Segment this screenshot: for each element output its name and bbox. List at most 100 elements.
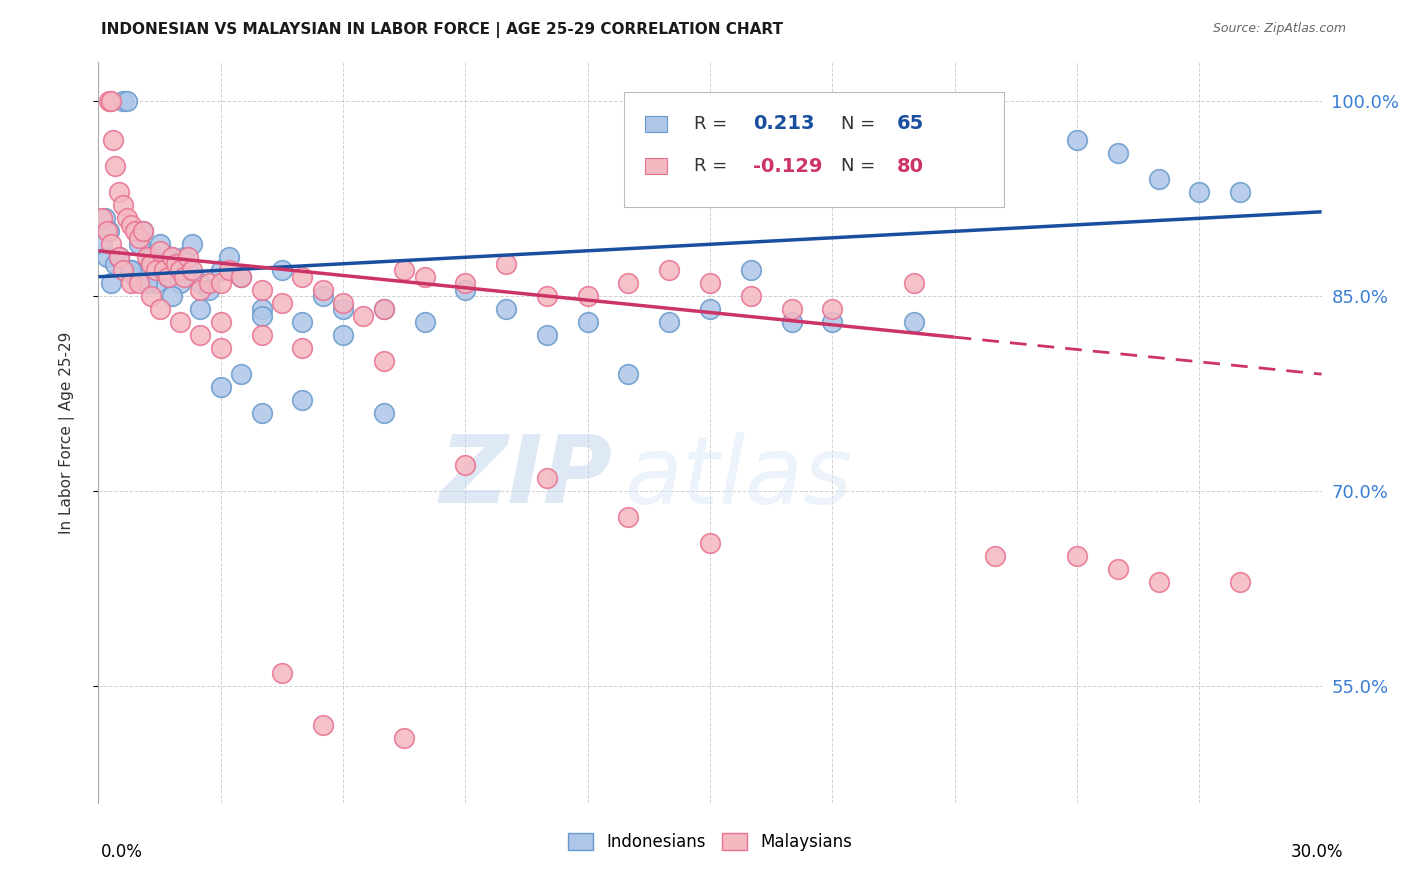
Point bbox=[181, 237, 204, 252]
Point bbox=[270, 263, 294, 277]
Point bbox=[149, 244, 172, 258]
Point bbox=[152, 263, 174, 277]
Point bbox=[218, 250, 240, 264]
Point bbox=[291, 393, 314, 408]
Text: 0.213: 0.213 bbox=[752, 114, 814, 134]
Point bbox=[100, 95, 122, 109]
Point bbox=[104, 257, 127, 271]
Point bbox=[128, 231, 150, 245]
Point bbox=[454, 458, 477, 472]
Point bbox=[188, 328, 212, 343]
Point bbox=[780, 302, 803, 317]
Point bbox=[576, 289, 599, 303]
Point bbox=[1147, 574, 1170, 589]
Point bbox=[536, 289, 558, 303]
Point bbox=[188, 277, 212, 291]
Point bbox=[145, 277, 167, 291]
Point bbox=[495, 257, 517, 271]
Point bbox=[209, 277, 232, 291]
FancyBboxPatch shape bbox=[624, 92, 1004, 207]
Point bbox=[149, 302, 172, 317]
Point bbox=[209, 263, 232, 277]
Text: N =: N = bbox=[841, 157, 882, 175]
Point bbox=[209, 341, 232, 355]
Text: 0.0%: 0.0% bbox=[101, 843, 143, 861]
Point bbox=[111, 263, 134, 277]
Text: 80: 80 bbox=[897, 157, 924, 176]
Point bbox=[495, 302, 517, 317]
Point bbox=[454, 277, 477, 291]
Text: N =: N = bbox=[841, 115, 882, 133]
Point bbox=[312, 289, 335, 303]
Text: 30.0%: 30.0% bbox=[1291, 843, 1343, 861]
Point bbox=[740, 263, 762, 277]
Point bbox=[312, 283, 335, 297]
Point bbox=[373, 354, 395, 368]
Point bbox=[740, 289, 762, 303]
Point bbox=[93, 211, 115, 226]
Point bbox=[780, 315, 803, 329]
Point bbox=[699, 277, 721, 291]
Point bbox=[177, 263, 200, 277]
Point bbox=[124, 224, 146, 238]
Point bbox=[312, 718, 335, 732]
Point bbox=[903, 315, 925, 329]
Point bbox=[96, 250, 118, 264]
Point bbox=[984, 549, 1007, 563]
Point bbox=[160, 250, 183, 264]
Point bbox=[177, 250, 200, 264]
Point bbox=[413, 315, 436, 329]
Point bbox=[169, 315, 191, 329]
Text: -0.129: -0.129 bbox=[752, 157, 823, 176]
Point bbox=[91, 237, 114, 252]
Point bbox=[173, 250, 195, 264]
Point bbox=[169, 277, 191, 291]
Point bbox=[332, 328, 354, 343]
FancyBboxPatch shape bbox=[645, 158, 666, 174]
Point bbox=[136, 277, 159, 291]
Point bbox=[156, 269, 179, 284]
Point bbox=[1188, 186, 1211, 200]
Text: R =: R = bbox=[695, 115, 733, 133]
Point bbox=[197, 283, 219, 297]
Point bbox=[188, 283, 212, 297]
Point bbox=[231, 269, 253, 284]
Point bbox=[111, 95, 134, 109]
Point bbox=[821, 302, 844, 317]
Point bbox=[536, 328, 558, 343]
Point bbox=[132, 224, 155, 238]
Point bbox=[1066, 549, 1088, 563]
Point bbox=[250, 328, 273, 343]
Point bbox=[392, 263, 416, 277]
Point bbox=[181, 263, 204, 277]
Point bbox=[413, 269, 436, 284]
Point bbox=[128, 237, 150, 252]
Point bbox=[1107, 146, 1129, 161]
Point bbox=[658, 315, 681, 329]
Point bbox=[373, 406, 395, 420]
Point bbox=[218, 263, 240, 277]
Point bbox=[250, 283, 273, 297]
Point bbox=[1147, 172, 1170, 186]
Point bbox=[108, 186, 131, 200]
Point bbox=[270, 295, 294, 310]
Point bbox=[160, 289, 183, 303]
Point bbox=[332, 302, 354, 317]
Text: INDONESIAN VS MALAYSIAN IN LABOR FORCE | AGE 25-29 CORRELATION CHART: INDONESIAN VS MALAYSIAN IN LABOR FORCE |… bbox=[101, 22, 783, 38]
Point bbox=[169, 263, 191, 277]
Point bbox=[576, 315, 599, 329]
Point bbox=[97, 224, 120, 238]
Point bbox=[136, 263, 159, 277]
Point bbox=[617, 367, 640, 381]
Point bbox=[250, 309, 273, 323]
Point bbox=[699, 302, 721, 317]
Point bbox=[1066, 133, 1088, 147]
Point bbox=[91, 211, 114, 226]
Point bbox=[231, 367, 253, 381]
Point bbox=[156, 269, 179, 284]
Point bbox=[165, 257, 187, 271]
Point bbox=[101, 133, 124, 147]
Point bbox=[120, 218, 142, 232]
Y-axis label: In Labor Force | Age 25-29: In Labor Force | Age 25-29 bbox=[59, 332, 75, 533]
Point bbox=[373, 302, 395, 317]
